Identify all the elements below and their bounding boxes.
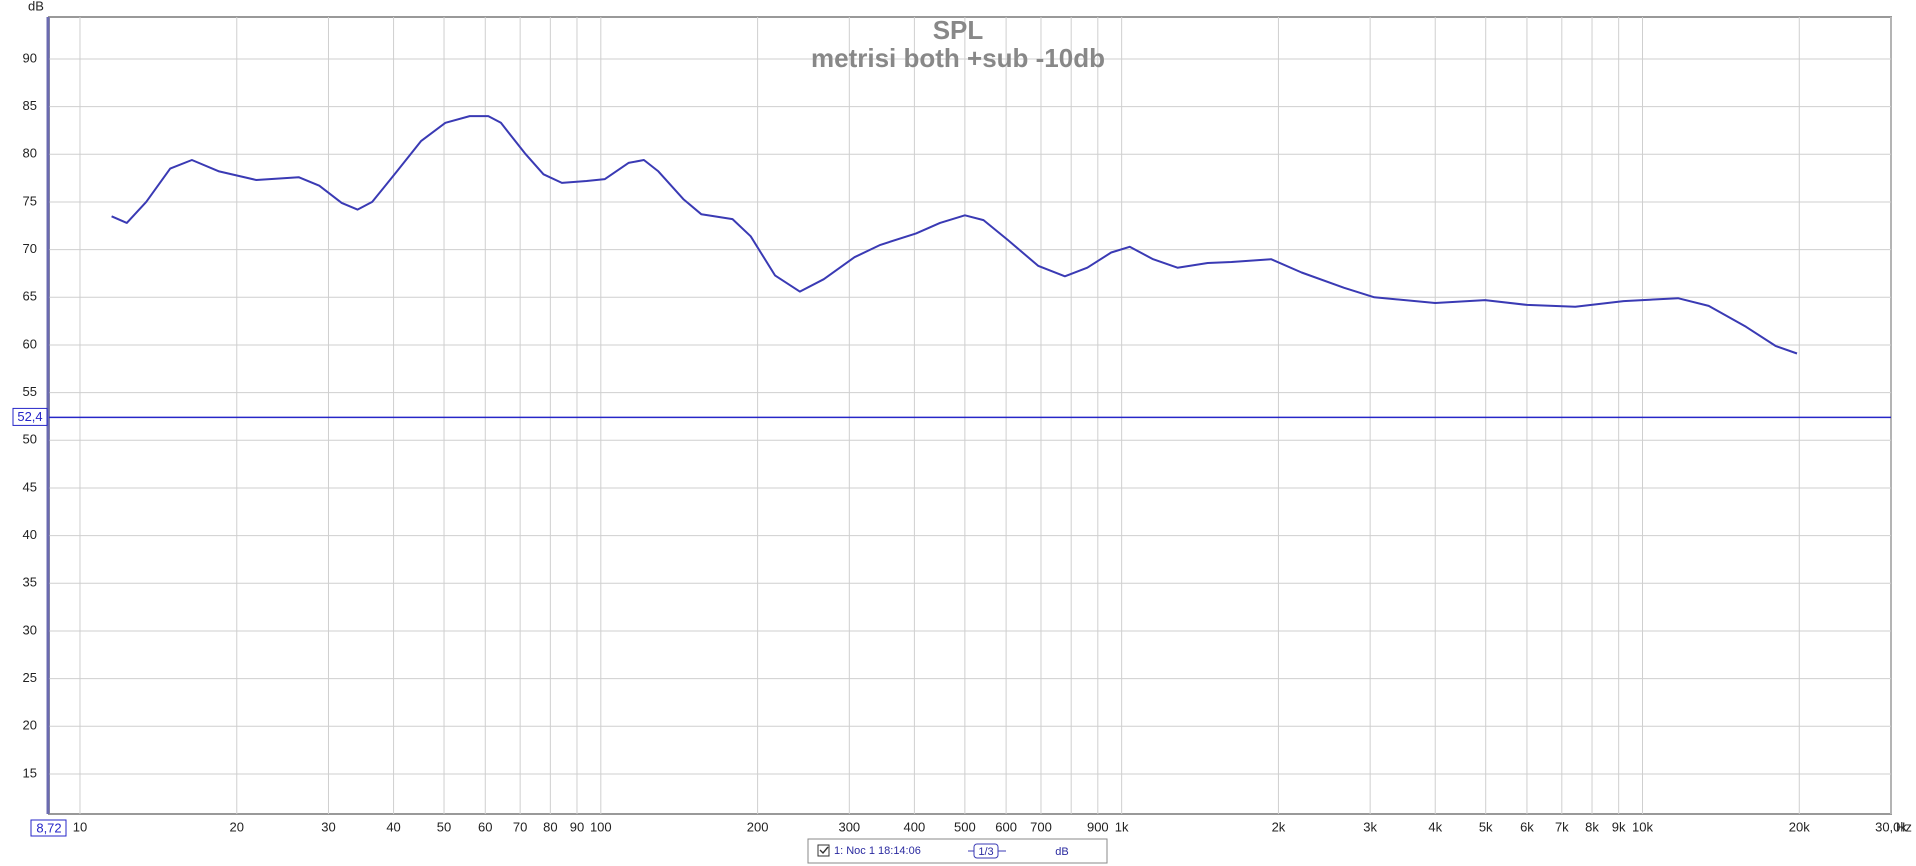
y-tick-label: 25 xyxy=(23,670,37,685)
legend-checkbox[interactable] xyxy=(817,844,830,857)
y-tick-label: 70 xyxy=(23,241,37,256)
legend-unit: dB xyxy=(1055,846,1068,858)
smoothing-label[interactable]: 1/3 xyxy=(978,846,993,858)
x-tick-label: 2k xyxy=(1272,819,1286,834)
x-start-box xyxy=(30,819,67,837)
x-tick-label: 10 xyxy=(73,819,87,834)
y-tick-label: 30 xyxy=(23,622,37,637)
x-tick-label: 700 xyxy=(1030,819,1052,834)
y-tick-label: 80 xyxy=(23,146,37,161)
grid xyxy=(49,17,1892,814)
y-tick-label: 45 xyxy=(23,479,37,494)
cursor-label: 52,4 xyxy=(17,409,42,424)
x-tick-label: 400 xyxy=(904,819,926,834)
y-tick-label: 20 xyxy=(23,718,37,733)
x-tick-label: 9k xyxy=(1612,819,1626,834)
x-tick-label: 200 xyxy=(747,819,769,834)
y-tick-label: 40 xyxy=(23,527,37,542)
x-tick-label: 60 xyxy=(478,819,492,834)
y-tick-label: 85 xyxy=(23,98,37,113)
x-tick-label: 5k xyxy=(1479,819,1493,834)
x-tick-label: 90 xyxy=(570,819,584,834)
smoothing-box[interactable] xyxy=(973,843,999,859)
y-tick-label: 35 xyxy=(23,575,37,590)
x-tick-label: 30,0k xyxy=(1875,819,1907,834)
x-tick-label: 4k xyxy=(1428,819,1442,834)
x-tick-label: 900 xyxy=(1087,819,1109,834)
y-tick-label: 50 xyxy=(23,432,37,447)
x-tick-label: 10k xyxy=(1632,819,1653,834)
x-tick-label: 1k xyxy=(1115,819,1129,834)
x-tick-label: 70 xyxy=(513,819,527,834)
x-tick-label: 8k xyxy=(1585,819,1599,834)
y-tick-label: 55 xyxy=(23,384,37,399)
x-tick-label: 600 xyxy=(995,819,1017,834)
legend-entry[interactable]: 1: Noc 1 18:14:06 xyxy=(834,845,921,857)
x-tick-label: 50 xyxy=(437,819,451,834)
x-start: 8,72 xyxy=(30,819,67,837)
x-axis-unit: Hz xyxy=(1896,819,1912,834)
y-tick-label: 60 xyxy=(23,336,37,351)
legend-box xyxy=(807,838,1108,864)
y-tick-label: 65 xyxy=(23,289,37,304)
x-tick-label: 20k xyxy=(1789,819,1810,834)
x-tick-label: 20 xyxy=(230,819,244,834)
x-tick-label: 6k xyxy=(1520,819,1534,834)
y-tick-label: 90 xyxy=(23,50,37,65)
x-tick-label: 100 xyxy=(590,819,612,834)
x-tick-label: 40 xyxy=(386,819,400,834)
x-tick-label: 30 xyxy=(321,819,335,834)
x-tick-label: 7k xyxy=(1555,819,1569,834)
check-mark xyxy=(819,846,829,855)
x-tick-label: 80 xyxy=(543,819,557,834)
cursor-box xyxy=(12,407,48,426)
legend: 1: Noc 1 18:14:06 1/3 dB xyxy=(807,838,1108,864)
chart-title: SPL xyxy=(933,15,984,45)
x-tick-label: 3k xyxy=(1363,819,1377,834)
y-tick-label: 75 xyxy=(23,193,37,208)
y-tick-label: 15 xyxy=(23,765,37,780)
x-start-label: 8,72 xyxy=(36,820,61,835)
series-line xyxy=(111,115,1798,355)
x-tick-label: 300 xyxy=(838,819,860,834)
x-tick-label: 500 xyxy=(954,819,976,834)
plot-area xyxy=(48,16,1892,815)
y-axis-label: dB xyxy=(28,0,44,13)
chart-subtitle: metrisi both +sub -10db xyxy=(811,43,1105,73)
